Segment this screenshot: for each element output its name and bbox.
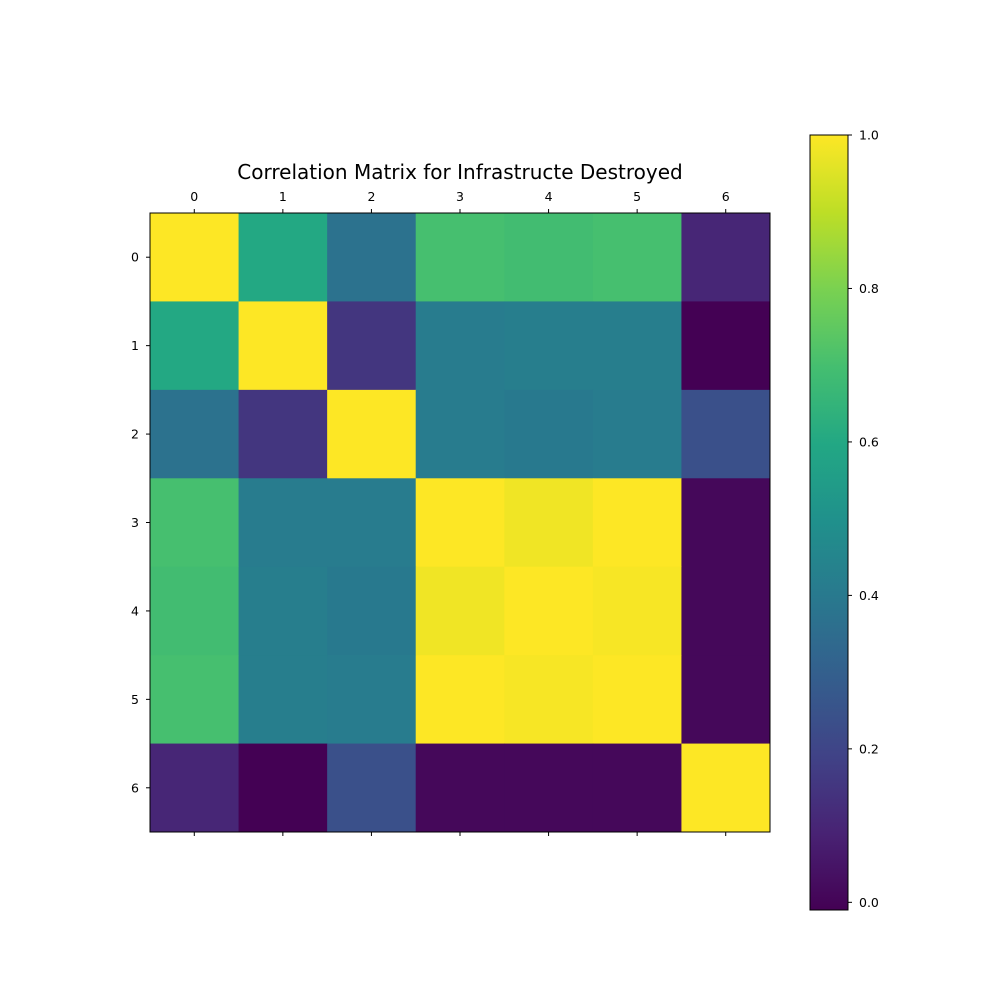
heatmap-cell-5-5: [592, 655, 682, 745]
colorbar-tick-label-2: 0.4: [859, 588, 879, 603]
heatmap-cell-2-0: [150, 389, 240, 479]
heatmap-cell-5-1: [238, 655, 328, 745]
heatmap-cell-1-4: [504, 301, 594, 391]
heatmap-cell-1-6: [681, 301, 771, 391]
heatmap-cell-6-4: [504, 743, 594, 833]
y-tick-label-1: 1: [131, 338, 139, 353]
colorbar-tick-label-0: 0.0: [859, 895, 879, 910]
heatmap-cell-1-5: [592, 301, 682, 391]
heatmap-cell-4-5: [592, 566, 682, 656]
heatmap-cells: [150, 213, 771, 833]
heatmap-cell-6-3: [415, 743, 505, 833]
heatmap-cell-1-2: [327, 301, 417, 391]
x-tick-label-0: 0: [190, 189, 198, 204]
heatmap-cell-0-2: [327, 213, 417, 302]
colorbar-frame: [809, 134, 849, 911]
heatmap-cell-0-3: [415, 213, 505, 302]
heatmap-cell-0-6: [681, 213, 771, 302]
heatmap-cell-1-1: [238, 301, 328, 391]
heatmap-cell-6-0: [150, 743, 240, 833]
heatmap-cell-3-0: [150, 478, 240, 568]
y-tick-label-3: 3: [131, 515, 139, 530]
y-tick-label-0: 0: [131, 250, 139, 265]
heatmap-cell-2-4: [504, 389, 594, 479]
heatmap-axis-ticks: 0 1 2 3 4 5 6 0 1 2 3 4 5 6: [131, 189, 730, 836]
heatmap-cell-3-6: [681, 478, 771, 568]
heatmap-cell-4-3: [415, 566, 505, 656]
heatmap-cell-3-1: [238, 478, 328, 568]
heatmap-cell-6-1: [238, 743, 328, 833]
heatmap-cell-4-2: [327, 566, 417, 656]
heatmap-cell-0-1: [238, 213, 328, 302]
heatmap-cell-5-3: [415, 655, 505, 745]
y-tick-label-2: 2: [131, 427, 139, 442]
x-tick-label-2: 2: [367, 189, 375, 204]
chart-title: Correlation Matrix for Infrastructe Dest…: [237, 160, 682, 184]
heatmap-cell-0-4: [504, 213, 594, 302]
heatmap-cell-2-3: [415, 389, 505, 479]
heatmap-cell-5-4: [504, 655, 594, 745]
heatmap-cell-4-0: [150, 566, 240, 656]
x-tick-label-5: 5: [633, 189, 641, 204]
x-tick-label-6: 6: [722, 189, 730, 204]
heatmap-cell-4-6: [681, 566, 771, 656]
heatmap-cell-3-4: [504, 478, 594, 568]
heatmap-cell-5-0: [150, 655, 240, 745]
heatmap-cell-6-5: [592, 743, 682, 833]
colorbar-tick-label-1: 0.2: [859, 741, 879, 756]
heatmap-cell-1-0: [150, 301, 240, 391]
heatmap-cell-1-3: [415, 301, 505, 391]
heatmap-cell-3-5: [592, 478, 682, 568]
x-tick-label-1: 1: [279, 189, 287, 204]
y-tick-label-6: 6: [131, 780, 139, 795]
y-tick-label-5: 5: [131, 692, 139, 707]
heatmap-cell-2-2: [327, 389, 417, 479]
y-tick-label-4: 4: [131, 603, 139, 618]
heatmap-cell-6-6: [681, 743, 771, 833]
heatmap-cell-3-3: [415, 478, 505, 568]
heatmap-cell-2-1: [238, 389, 328, 479]
colorbar-tick-label-5: 1.0: [859, 128, 879, 143]
heatmap-cell-4-4: [504, 566, 594, 656]
heatmap-cell-0-0: [150, 213, 240, 302]
x-tick-label-3: 3: [456, 189, 464, 204]
heatmap-cell-2-5: [592, 389, 682, 479]
heatmap-cell-5-6: [681, 655, 771, 745]
heatmap-cell-6-2: [327, 743, 417, 833]
heatmap-cell-0-5: [592, 213, 682, 302]
colorbar-fill: [810, 135, 848, 910]
x-tick-label-4: 4: [545, 189, 553, 204]
heatmap-cell-2-6: [681, 389, 771, 479]
heatmap-cell-4-1: [238, 566, 328, 656]
colorbar: 0.0 0.2 0.4 0.6 0.8 1.0: [809, 128, 879, 911]
heatmap-cell-5-2: [327, 655, 417, 745]
heatmap-cell-3-2: [327, 478, 417, 568]
colorbar-tick-label-3: 0.6: [859, 434, 879, 449]
colorbar-tick-label-4: 0.8: [859, 281, 879, 296]
